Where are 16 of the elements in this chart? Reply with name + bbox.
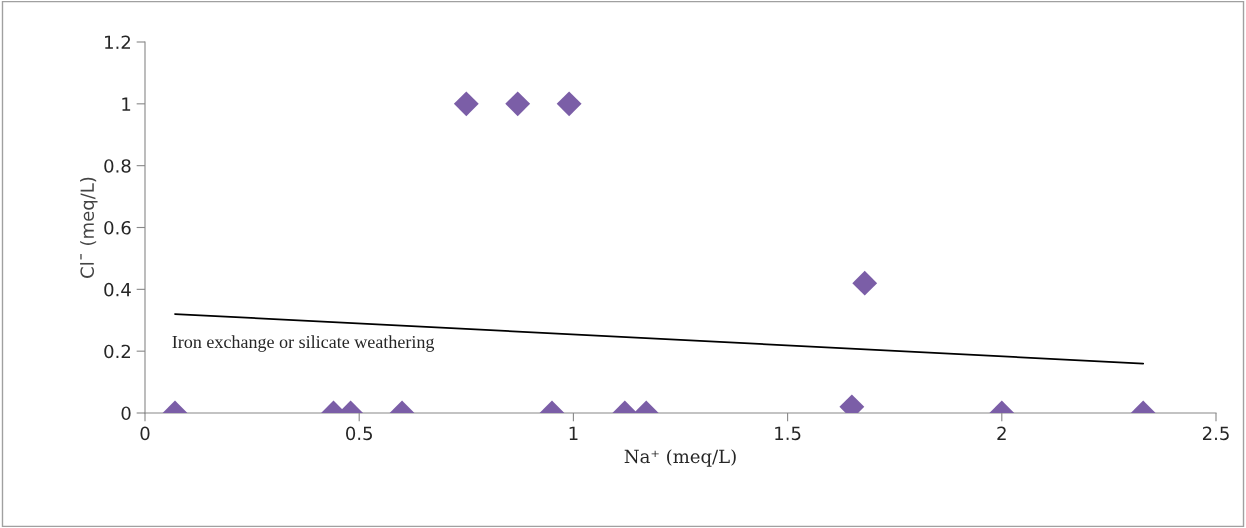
x-tick-label: 1.5 bbox=[775, 426, 801, 441]
y-axis-title: Cl¯ (meq/L) bbox=[80, 177, 98, 278]
y-tick-label: 0.8 bbox=[104, 159, 131, 173]
y-tick-label: 0.6 bbox=[104, 220, 131, 235]
y-tick-label: 0.4 bbox=[104, 282, 131, 297]
y-tick-label: 1 bbox=[122, 97, 131, 111]
x-tick-label: 0 bbox=[140, 426, 150, 441]
y-tick-label: 0 bbox=[121, 406, 131, 421]
x-axis-title: Na⁺ (meq/L) bbox=[624, 449, 736, 467]
x-tick-label: 2.5 bbox=[1202, 426, 1229, 441]
x-tick-label: 2 bbox=[997, 426, 1006, 440]
y-tick-label: 0.2 bbox=[104, 344, 130, 359]
x-tick-label: 1 bbox=[569, 426, 578, 440]
annotation: Iron exchange or silicate weathering bbox=[172, 335, 435, 352]
x-tick-label: 0.5 bbox=[346, 426, 372, 441]
y-tick-label: 1.2 bbox=[105, 35, 130, 49]
